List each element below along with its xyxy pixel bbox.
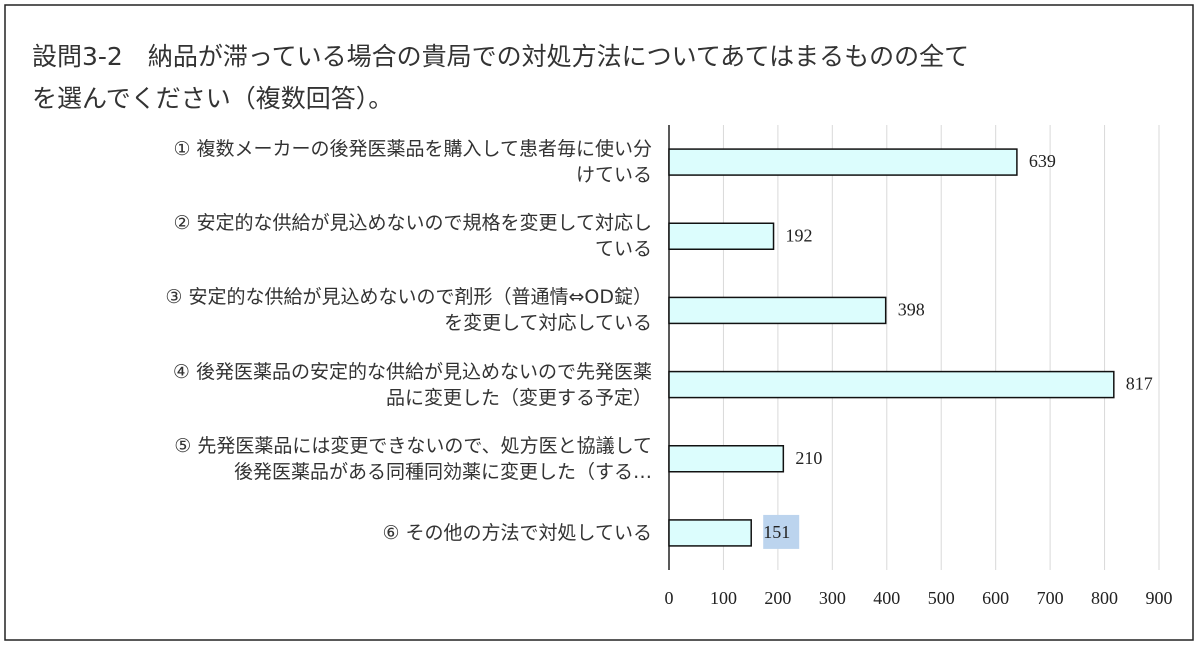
x-tick-label: 600 — [982, 588, 1009, 608]
x-tick-label: 100 — [710, 588, 737, 608]
x-tick-label: 0 — [665, 588, 674, 608]
bar — [668, 148, 1018, 176]
data-label: 192 — [786, 225, 813, 245]
x-tick-label: 200 — [764, 588, 791, 608]
data-label: 398 — [898, 300, 925, 320]
data-label: 210 — [795, 448, 822, 468]
bar — [668, 445, 785, 473]
x-tick-label: 900 — [1146, 588, 1173, 608]
y-tick-label: ⑥ その他の方法で対処している — [382, 521, 652, 544]
data-label: 817 — [1126, 374, 1153, 394]
bar — [668, 296, 887, 325]
bar — [668, 222, 775, 250]
y-tick-label: ⑤ 先発医薬品には変更できないので、処方医と協議して後発医薬品がある同種同効薬に… — [174, 434, 652, 483]
chart-title: 設問3-2 納品が滞っている場合の貴局での対処方法についてあてはまるものの全てを… — [32, 42, 970, 113]
y-tick-label: ① 複数メーカーの後発医薬品を購入して患者毎に使い分けている — [173, 138, 652, 187]
x-tick-label: 500 — [928, 588, 955, 608]
x-tick-label: 700 — [1037, 588, 1064, 608]
bar — [668, 370, 1115, 399]
y-tick-label: ③ 安定的な供給が見込めないので剤形（普通情⇔OD錠）を変更して対応している — [165, 286, 652, 335]
data-label: 639 — [1029, 151, 1056, 171]
x-tick-label: 400 — [873, 588, 900, 608]
x-tick-label: 300 — [819, 588, 846, 608]
y-tick-label: ② 安定的な供給が見込めないので規格を変更して対応している — [173, 212, 652, 261]
data-label: 151 — [763, 522, 790, 542]
x-tick-label: 800 — [1091, 588, 1118, 608]
selection-highlight — [763, 514, 800, 549]
bar — [668, 519, 752, 547]
y-tick-label: ④ 後発医薬品の安定的な供給が見込めないので先発医薬品に変更した（変更する予定） — [172, 360, 652, 409]
chart-border — [4, 4, 1194, 641]
